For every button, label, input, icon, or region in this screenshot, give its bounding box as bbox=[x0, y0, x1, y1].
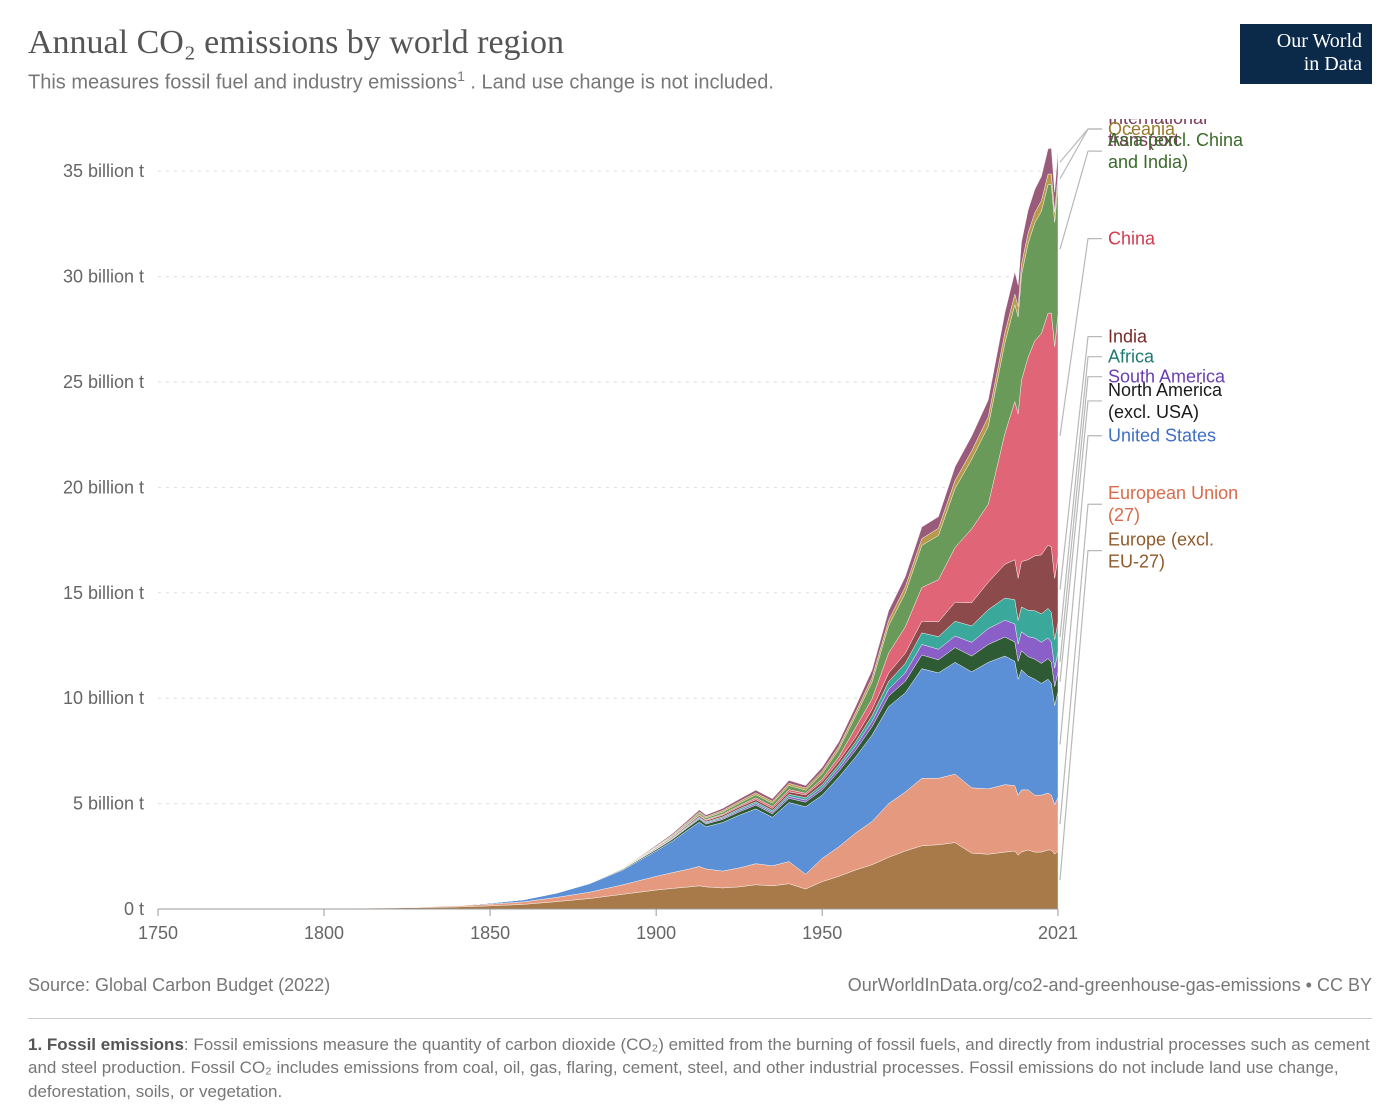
y-tick-label: 15 billion t bbox=[63, 582, 144, 602]
legend-label: (excl. USA) bbox=[1108, 402, 1199, 422]
legend-label: (27) bbox=[1108, 505, 1140, 525]
x-tick-label: 1800 bbox=[304, 923, 344, 943]
y-tick-label: 30 billion t bbox=[63, 266, 144, 286]
x-tick-label: 1950 bbox=[802, 923, 842, 943]
legend-label: Asia (excl. China bbox=[1108, 130, 1244, 150]
legend-label: EU-27) bbox=[1108, 551, 1165, 571]
chart-page: Annual CO₂ emissions by world region Thi… bbox=[0, 0, 1400, 1099]
x-tick-label: 1750 bbox=[138, 923, 178, 943]
y-tick-label: 20 billion t bbox=[63, 477, 144, 497]
legend-label: Europe (excl. bbox=[1108, 529, 1214, 549]
footer: Source: Global Carbon Budget (2022) OurW… bbox=[28, 975, 1372, 996]
chart-subtitle: This measures fossil fuel and industry e… bbox=[28, 68, 774, 95]
footnote: 1. Fossil emissions: Fossil emissions me… bbox=[28, 1033, 1372, 1104]
legend-leader bbox=[1060, 504, 1102, 824]
legend-leader bbox=[1060, 151, 1102, 249]
legend-label: Africa bbox=[1108, 346, 1155, 366]
subtitle-sup: 1 bbox=[457, 68, 465, 84]
subtitle-post: . Land use change is not included. bbox=[465, 72, 774, 94]
legend-label: United States bbox=[1108, 425, 1216, 445]
legend-label: European Union bbox=[1108, 483, 1238, 503]
footnote-lead: 1. Fossil emissions bbox=[28, 1035, 184, 1054]
y-tick-label: 0 t bbox=[124, 899, 144, 919]
x-tick-label: 1900 bbox=[636, 923, 676, 943]
owid-logo: Our World in Data bbox=[1240, 24, 1372, 84]
footnote-body: : Fossil emissions measure the quantity … bbox=[28, 1035, 1370, 1102]
legend-label: India bbox=[1108, 326, 1148, 346]
y-tick-label: 10 billion t bbox=[63, 688, 144, 708]
x-tick-label: 2021 bbox=[1038, 923, 1078, 943]
legend-label: and India) bbox=[1108, 152, 1188, 172]
y-tick-label: 25 billion t bbox=[63, 372, 144, 392]
x-tick-label: 1850 bbox=[470, 923, 510, 943]
legend-label: China bbox=[1108, 228, 1156, 248]
stacked-area-chart: 0 t 5 billion t 10 billion t 15 billion t 20… bbox=[28, 119, 1372, 959]
divider bbox=[28, 1018, 1372, 1019]
title-block: Annual CO₂ emissions by world region Thi… bbox=[28, 24, 774, 95]
y-tick-label: 35 billion t bbox=[63, 161, 144, 181]
legend-label: North America bbox=[1108, 380, 1223, 400]
logo-line1: Our World bbox=[1250, 30, 1362, 53]
attribution-text: OurWorldInData.org/co2-and-greenhouse-ga… bbox=[848, 975, 1372, 996]
subtitle-pre: This measures fossil fuel and industry e… bbox=[28, 72, 457, 94]
legend-leader bbox=[1060, 336, 1102, 589]
legend-leader bbox=[1060, 129, 1102, 162]
source-text: Source: Global Carbon Budget (2022) bbox=[28, 975, 330, 996]
y-tick-label: 5 billion t bbox=[73, 793, 144, 813]
chart-title: Annual CO₂ emissions by world region bbox=[28, 24, 774, 62]
logo-line2: in Data bbox=[1250, 53, 1362, 76]
chart-area: 0 t 5 billion t 10 billion t 15 billion t 20… bbox=[28, 119, 1372, 959]
header: Annual CO₂ emissions by world region Thi… bbox=[28, 24, 1372, 95]
